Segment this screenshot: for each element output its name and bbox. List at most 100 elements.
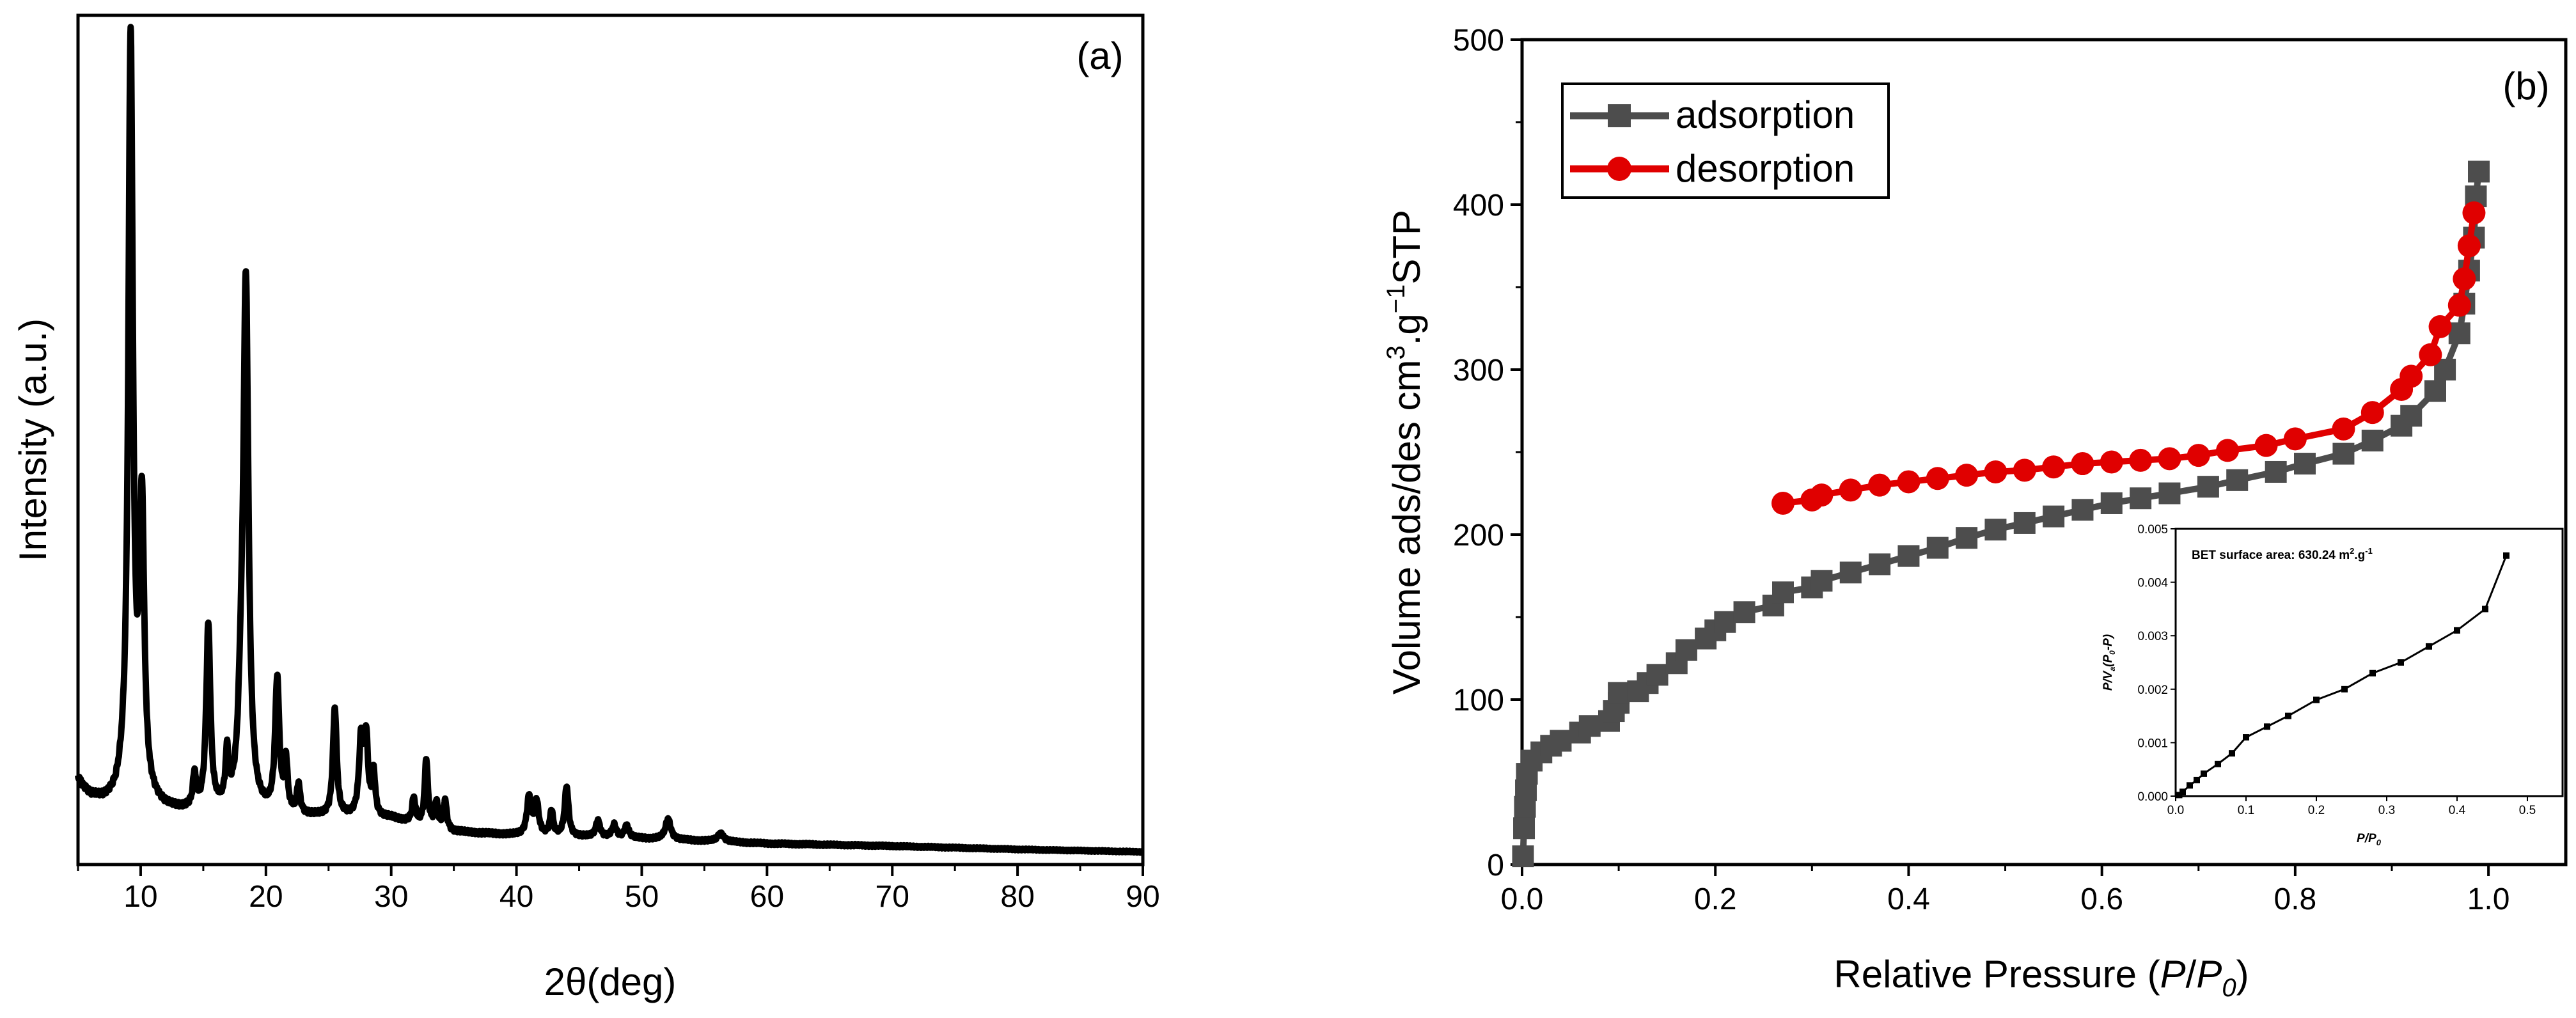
adsorption-point (1608, 682, 1630, 704)
desorption-point (2332, 417, 2355, 441)
bet-point (2187, 782, 2193, 789)
inset-y-tick-label: 0.004 (2137, 577, 2168, 590)
bet-point (2264, 723, 2270, 730)
inset-x-tick-label: 0.5 (2519, 804, 2536, 817)
b-y-tick-label: 400 (1453, 189, 1504, 223)
panel-a-x-axis: 10 20 30 40 50 60 70 80 90 (77, 865, 1160, 914)
desorption-point (2360, 401, 2384, 425)
legend-desorption-label: desorption (1676, 147, 1855, 190)
xrd-pattern-line (75, 24, 1146, 856)
panel-b-label: (b) (2502, 65, 2549, 107)
adsorption-point (2265, 460, 2287, 483)
a-x-tick-label: 40 (499, 880, 533, 914)
a-x-tick-label: 50 (625, 880, 659, 914)
inset-background (2176, 529, 2563, 796)
desorption-point (2042, 455, 2066, 479)
adsorption-point (1513, 817, 1535, 840)
adsorption-point (2013, 512, 2036, 534)
adsorption-point (2071, 499, 2094, 521)
desorption-point (2428, 315, 2452, 338)
desorption-point (2457, 234, 2481, 258)
adsorption-point (1926, 536, 1949, 559)
desorption-point (2071, 452, 2094, 476)
b-y-tick-label: 0 (1487, 849, 1504, 882)
adsorption-point (1578, 715, 1601, 737)
bet-point (2179, 788, 2186, 795)
b-y-tick-label: 200 (1453, 519, 1504, 552)
bet-point (2215, 760, 2221, 767)
panel-a-label: (a) (1076, 35, 1123, 77)
inset-y-tick-label: 0.005 (2137, 523, 2168, 536)
panel-b-axes: 0.0 0.2 0.4 0.6 0.8 1.0 0 100 200 300 400 500 (1453, 24, 2510, 916)
b-y-tick-label: 300 (1453, 354, 1504, 388)
desorption-point (1955, 464, 1979, 487)
adsorption-point (1550, 730, 1572, 752)
inset-y-label: P/Va(P0-P) (2101, 634, 2117, 691)
panel-a-y-label: Intensity (a.u.) (12, 318, 54, 561)
adsorption-point (1897, 545, 1920, 567)
desorption-point (2283, 427, 2307, 451)
desorption-point (2462, 201, 2486, 224)
b-x-tick-label: 0.8 (2274, 882, 2317, 916)
b-x-tick-label: 0.6 (2080, 882, 2123, 916)
adsorption-point (1984, 519, 2007, 541)
bet-point (2454, 627, 2460, 634)
adsorption-point (2294, 453, 2316, 475)
desorption-point (1926, 467, 1949, 490)
panel-b-y-label: Volume ads/des cm3.g−1STP (1382, 210, 1428, 694)
adsorption-point (1956, 527, 1978, 549)
adsorption-point (1869, 553, 1891, 576)
a-x-tick-label: 70 (876, 880, 909, 914)
adsorption-point (2332, 442, 2355, 465)
adsorption-point (2043, 505, 2065, 528)
panel-a-frame (76, 13, 1145, 866)
panel-a: 10 20 30 40 50 60 70 80 90 (a) 2θ(deg) Intensity… (12, 13, 1160, 1003)
legend-adsorption-marker (1608, 104, 1631, 127)
adsorption-point (2158, 482, 2181, 505)
desorption-point (1984, 460, 2007, 483)
legend-desorption-marker (1607, 157, 1631, 181)
adsorption-point (1714, 611, 1736, 633)
inset-series (2176, 552, 2509, 799)
adsorption-point (1772, 581, 1794, 604)
adsorption-point (1733, 601, 1755, 623)
adsorption-point (2226, 469, 2249, 491)
b-y-tick-label: 500 (1453, 24, 1504, 58)
inset-y-tick-label: 0.002 (2137, 684, 2168, 697)
legend-item-adsorption: adsorption (1570, 93, 1855, 136)
inset-title: BET surface area: 630.24 m2.g-1 (2192, 546, 2373, 562)
legend: adsorption desorption (1561, 82, 1890, 199)
adsorption-point (1646, 664, 1669, 686)
desorption-point (1897, 470, 1920, 494)
desorption-point (2187, 444, 2210, 467)
panel-b: 0.0 0.2 0.4 0.6 0.8 1.0 0 100 200 300 400 500 (b) a… (1382, 24, 2568, 1002)
desorption-point (2447, 294, 2471, 317)
adsorption-point (2361, 429, 2384, 451)
bet-point (2341, 685, 2348, 693)
adsorption-point (1810, 570, 1833, 592)
bet-point (2176, 792, 2183, 799)
desorption-point (2254, 434, 2278, 457)
desorption-point (1868, 473, 1892, 497)
panel-b-series (1512, 161, 2490, 868)
adsorption-point (2100, 492, 2123, 514)
a-x-tick-label: 60 (750, 880, 784, 914)
inset-y-tick-label: 0.001 (2137, 737, 2168, 750)
adsorption-point (1675, 639, 1697, 661)
bet-point (2369, 670, 2376, 677)
desorption-point (2419, 343, 2442, 366)
desorption-point (2013, 458, 2036, 482)
adsorption-point (1512, 845, 1534, 868)
inset-y-tick-label: 0.000 (2137, 790, 2168, 804)
bet-point (2313, 696, 2320, 703)
inset-y-tick-label: 0.003 (2137, 630, 2168, 643)
adsorption-point (2400, 405, 2423, 427)
bet-point (2194, 776, 2200, 783)
desorption-point (2100, 450, 2123, 474)
inset-x-tick-label: 0.0 (2167, 804, 2184, 817)
adsorption-point (2424, 380, 2446, 402)
panel-a-x-label: 2θ(deg) (544, 960, 677, 1003)
desorption-point (2399, 364, 2423, 388)
adsorption-point (2197, 476, 2219, 498)
b-y-tick-label: 100 (1453, 684, 1504, 717)
